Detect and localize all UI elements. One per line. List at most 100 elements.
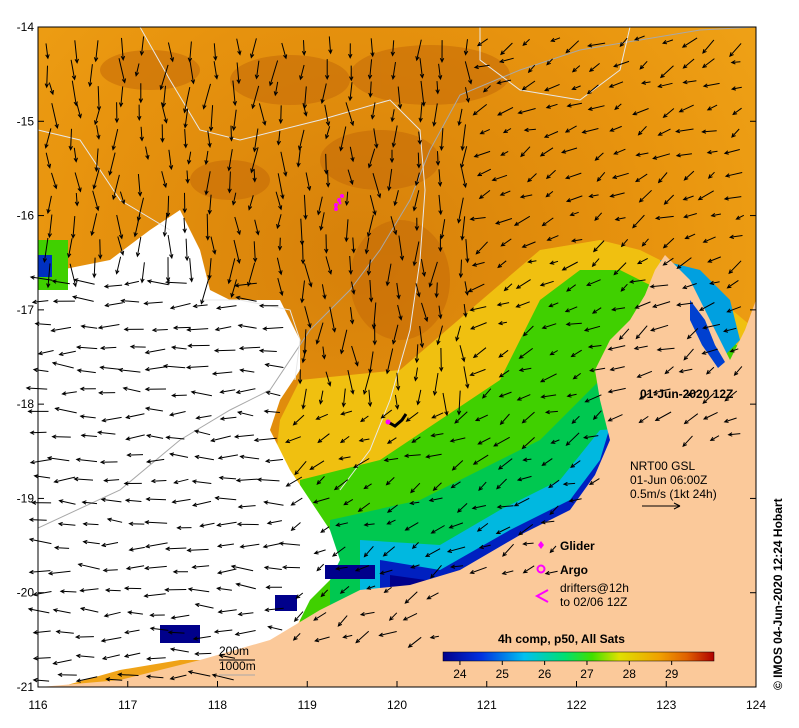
current-arrow	[587, 344, 602, 349]
current-arrow	[397, 86, 403, 110]
current-arrow	[469, 566, 487, 574]
current-arrow	[475, 241, 488, 255]
current-arrow	[239, 543, 260, 549]
current-arrow	[341, 388, 346, 408]
current-arrow	[160, 102, 168, 124]
current-arrow	[702, 236, 716, 243]
current-arrow	[565, 40, 580, 54]
current-arrow	[227, 258, 236, 285]
current-arrow	[389, 149, 395, 164]
drifter-legend-marker	[534, 589, 549, 603]
current-arrow	[607, 414, 623, 422]
current-arrow	[235, 582, 257, 590]
current-arrow	[339, 126, 347, 152]
current-arrow	[125, 413, 145, 420]
colorbar-tick-label: 29	[665, 667, 679, 681]
current-arrow	[351, 237, 356, 254]
current-arrow	[675, 128, 694, 134]
current-arrow	[319, 212, 325, 232]
current-arrow	[98, 390, 116, 396]
current-arrow	[386, 519, 396, 525]
current-arrow	[549, 545, 557, 554]
current-arrow	[586, 279, 601, 286]
current-arrow	[192, 303, 208, 309]
current-arrow	[539, 147, 554, 157]
current-arrow	[404, 522, 419, 531]
current-arrow	[568, 498, 582, 503]
current-arrow	[144, 520, 168, 525]
current-arrow	[409, 500, 420, 506]
current-arrow	[53, 476, 76, 484]
current-arrow	[80, 324, 98, 329]
current-arrow	[45, 152, 52, 169]
current-arrow	[435, 81, 440, 95]
current-arrow	[124, 280, 140, 286]
current-arrow	[439, 347, 444, 373]
current-arrow	[541, 217, 554, 227]
current-arrow	[210, 435, 231, 443]
current-arrow	[546, 235, 559, 241]
current-arrow	[74, 40, 79, 64]
current-arrow	[300, 241, 306, 265]
current-arrow	[702, 82, 720, 88]
current-arrow	[458, 259, 464, 279]
current-arrow	[144, 348, 166, 355]
current-arrow	[587, 105, 605, 111]
current-arrow	[451, 460, 464, 471]
current-arrow	[450, 481, 461, 489]
current-arrow	[213, 43, 218, 62]
current-arrow	[57, 521, 76, 527]
current-arrow	[566, 102, 582, 108]
current-arrow	[678, 104, 694, 113]
current-arrow	[439, 40, 445, 63]
current-arrow	[316, 475, 325, 485]
current-arrow	[701, 129, 717, 134]
current-arrow	[425, 453, 442, 459]
current-arrow	[385, 348, 394, 375]
current-arrow	[428, 497, 443, 503]
current-arrow	[92, 257, 97, 279]
current-arrow	[46, 195, 52, 215]
current-arrow	[144, 406, 163, 412]
current-arrow	[730, 60, 741, 65]
current-arrow	[168, 149, 174, 171]
current-arrow	[118, 86, 124, 108]
current-arrow	[215, 305, 237, 310]
current-arrow	[267, 625, 283, 631]
current-arrow	[137, 104, 142, 121]
current-arrow	[167, 42, 175, 63]
current-arrow	[277, 173, 285, 200]
current-arrow	[500, 238, 512, 247]
current-arrow	[111, 128, 119, 151]
current-arrow	[149, 626, 169, 631]
current-arrow	[151, 327, 168, 333]
current-arrow	[446, 546, 466, 553]
current-arrow	[539, 280, 554, 287]
current-arrow	[391, 125, 398, 148]
current-arrow	[501, 570, 514, 575]
current-arrow	[57, 672, 77, 677]
current-arrow	[143, 593, 166, 598]
current-arrow	[182, 192, 187, 214]
current-arrow	[139, 126, 144, 142]
current-arrow	[516, 475, 532, 482]
current-arrow	[473, 150, 491, 158]
current-arrow	[92, 167, 100, 190]
current-arrow	[456, 503, 468, 513]
current-arrow	[723, 196, 742, 201]
current-arrow	[639, 60, 648, 70]
current-arrow	[476, 38, 488, 47]
current-arrow	[159, 64, 169, 91]
current-arrow	[676, 302, 694, 307]
current-arrow	[357, 502, 371, 512]
current-arrow	[493, 436, 510, 447]
current-arrow	[251, 85, 260, 110]
current-arrow	[204, 150, 209, 166]
current-arrow	[594, 152, 604, 161]
current-arrow	[461, 168, 467, 189]
current-arrow	[460, 124, 466, 152]
current-arrow	[108, 152, 116, 176]
current-arrow	[258, 103, 267, 126]
current-arrow	[385, 477, 395, 486]
current-arrow	[186, 548, 209, 553]
